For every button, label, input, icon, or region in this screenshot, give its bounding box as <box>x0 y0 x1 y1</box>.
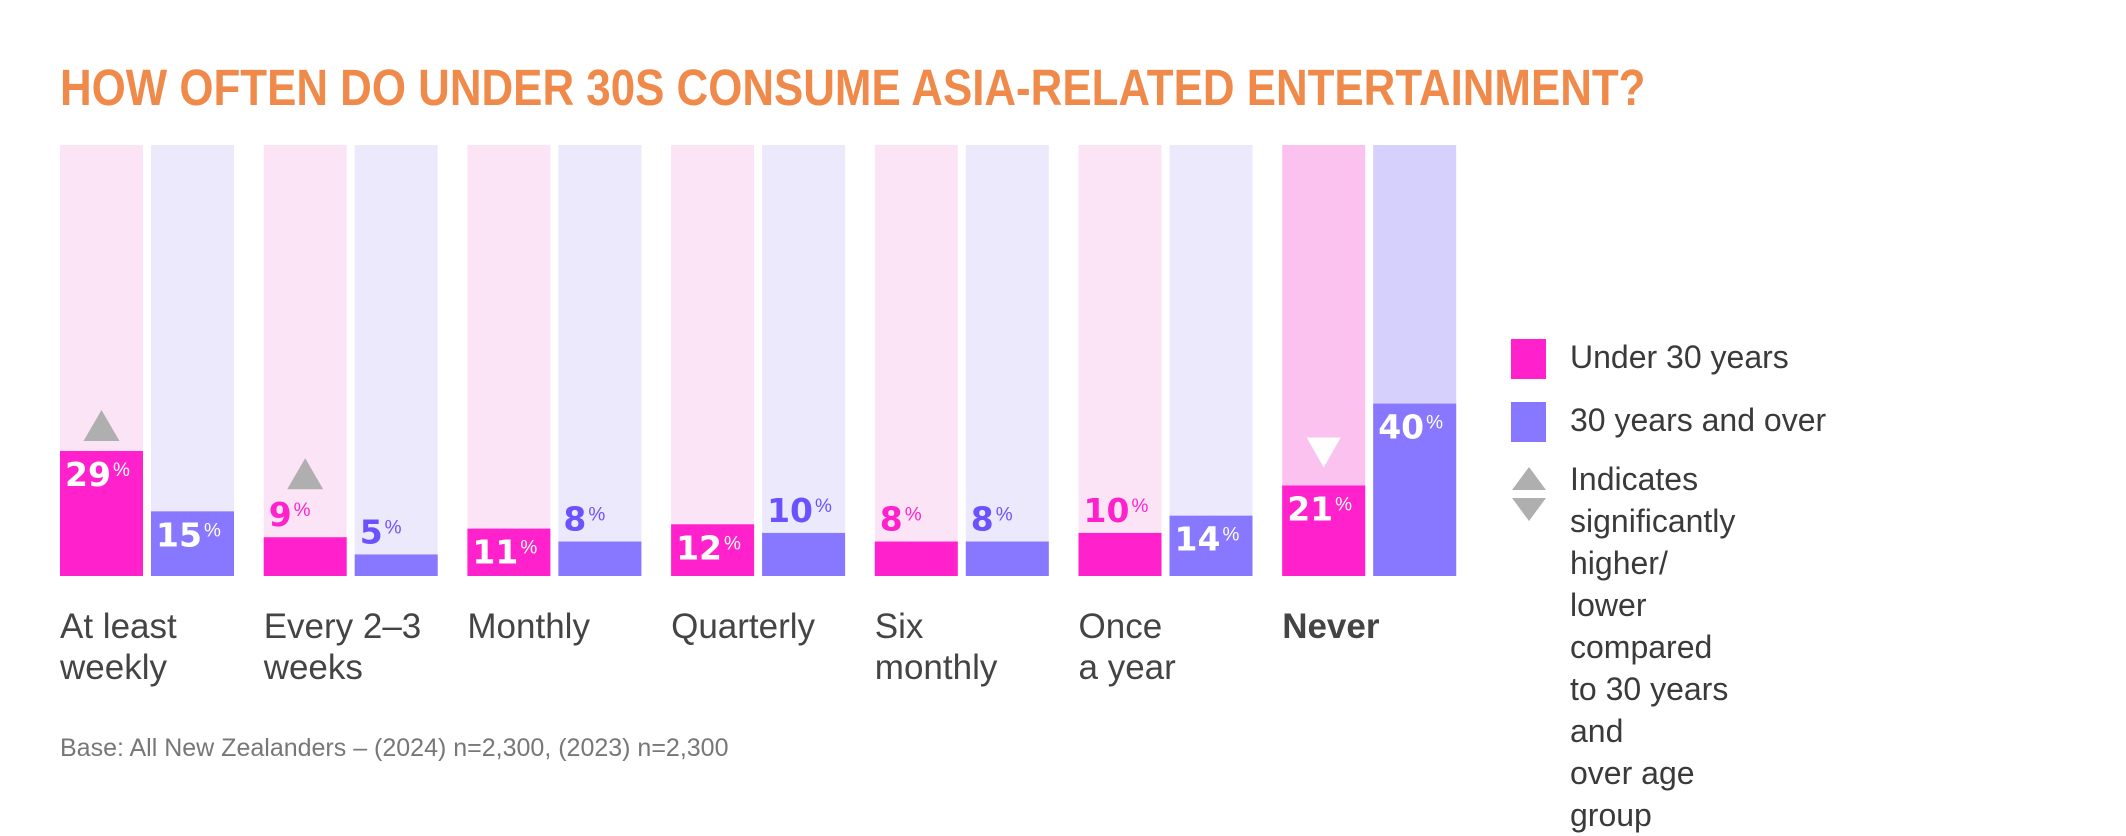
data-label-value: 10 <box>767 491 813 530</box>
triangle-down-icon <box>1512 498 1546 521</box>
data-label-suffix: % <box>294 500 311 521</box>
data-label-value: 9 <box>269 495 292 534</box>
bar <box>671 524 755 576</box>
data-label: 10% <box>767 491 832 530</box>
bar-track <box>1169 145 1253 576</box>
legend-swatch-30-and-over <box>1511 402 1546 442</box>
data-label-suffix: % <box>204 520 221 541</box>
data-label: 14% <box>1175 520 1240 559</box>
bar-track <box>965 145 1049 576</box>
data-label-value: 11 <box>472 533 518 572</box>
data-label-value: 8 <box>971 500 994 539</box>
data-label: 15% <box>156 515 221 554</box>
triangle-up-icon <box>287 458 324 490</box>
bar <box>1078 532 1162 576</box>
data-label: 8% <box>880 500 922 539</box>
bar <box>874 541 958 576</box>
bar-chart: 29 %15% 9 %5 %11 %8 %12 %10% 8% 8% 10 %14 %21 %40% <box>60 145 1457 576</box>
triangle-up-icon <box>1512 467 1546 490</box>
data-label: 10% <box>1084 491 1149 530</box>
category-label: Once a year <box>1078 607 1176 687</box>
data-label: 11% <box>472 533 537 572</box>
category-label: Monthly <box>467 607 590 646</box>
bar-track <box>671 145 755 576</box>
bar-track <box>263 145 347 576</box>
data-label: 8% <box>563 500 605 539</box>
data-label-suffix: % <box>905 505 922 526</box>
legend-significance-note: Indicates significantly higher/ lower co… <box>1570 461 1736 833</box>
data-label: 40% <box>1378 408 1443 447</box>
bar <box>762 532 846 576</box>
data-label: 8% <box>971 500 1013 539</box>
bar <box>1169 515 1253 576</box>
data-label-suffix: % <box>724 533 741 554</box>
bar <box>263 537 347 576</box>
data-label-value: 40 <box>1378 408 1424 447</box>
data-label-suffix: % <box>1335 494 1352 515</box>
data-label-suffix: % <box>1222 525 1239 546</box>
data-label-suffix: % <box>996 505 1013 526</box>
significance-icons <box>1512 467 1546 521</box>
legend-label-30-and-over: 30 years and over <box>1570 402 1827 438</box>
bar <box>354 554 438 576</box>
data-label: 12% <box>676 528 741 567</box>
data-label-suffix: % <box>113 460 130 481</box>
category-label: At least weekly <box>60 607 177 687</box>
legend-item-significance: Indicates significantly higher/ lower co… <box>1511 461 1735 833</box>
data-label-value: 14 <box>1175 520 1221 559</box>
data-label-value: 29 <box>65 455 111 494</box>
bar-track <box>762 145 846 576</box>
data-label-value: 12 <box>676 528 722 567</box>
data-label-value: 10 <box>1084 491 1130 530</box>
chart-title: HOW OFTEN DO UNDER 30S CONSUME ASIA-RELA… <box>60 59 1646 116</box>
category-label: Every 2–3 weeks <box>263 607 422 687</box>
data-label-value: 21 <box>1287 489 1333 528</box>
legend-item-under-30: Under 30 years <box>1511 339 1789 379</box>
bar <box>558 541 642 576</box>
bar <box>1373 403 1457 576</box>
data-label-suffix: % <box>815 496 832 517</box>
data-label: 29% <box>65 455 130 494</box>
legend-label-under-30: Under 30 years <box>1570 339 1789 375</box>
category-label: Six monthly <box>874 607 998 687</box>
bar-track <box>558 145 642 576</box>
legend-item-30-and-over: 30 years and over <box>1511 402 1826 442</box>
legend-swatch-under-30 <box>1511 339 1546 379</box>
bar <box>151 511 234 576</box>
data-label: 21% <box>1287 489 1352 528</box>
triangle-up-icon <box>83 410 120 442</box>
data-label-value: 8 <box>563 500 586 539</box>
data-label-suffix: % <box>385 517 402 538</box>
data-label: 9% <box>269 495 311 534</box>
data-label-suffix: % <box>588 505 605 526</box>
bar <box>965 541 1049 576</box>
data-label-value: 15 <box>156 515 202 554</box>
data-label-suffix: % <box>520 538 537 559</box>
category-label: Quarterly <box>671 607 816 646</box>
data-label-suffix: % <box>1131 496 1148 517</box>
data-label-suffix: % <box>1426 413 1443 434</box>
footnote: Base: All New Zealanders – (2024) n=2,30… <box>60 734 729 762</box>
bar-track <box>151 145 234 576</box>
bar-track <box>874 145 958 576</box>
data-label-value: 5 <box>360 512 383 551</box>
bar <box>1282 485 1366 576</box>
bar-track <box>467 145 551 576</box>
data-label: 5% <box>360 512 402 551</box>
bar-track <box>1078 145 1162 576</box>
data-label-value: 8 <box>880 500 903 539</box>
triangle-down-icon <box>1306 437 1341 468</box>
bar-track <box>354 145 438 576</box>
bar <box>467 528 551 576</box>
category-label: Never <box>1282 607 1380 646</box>
bar <box>60 451 143 576</box>
